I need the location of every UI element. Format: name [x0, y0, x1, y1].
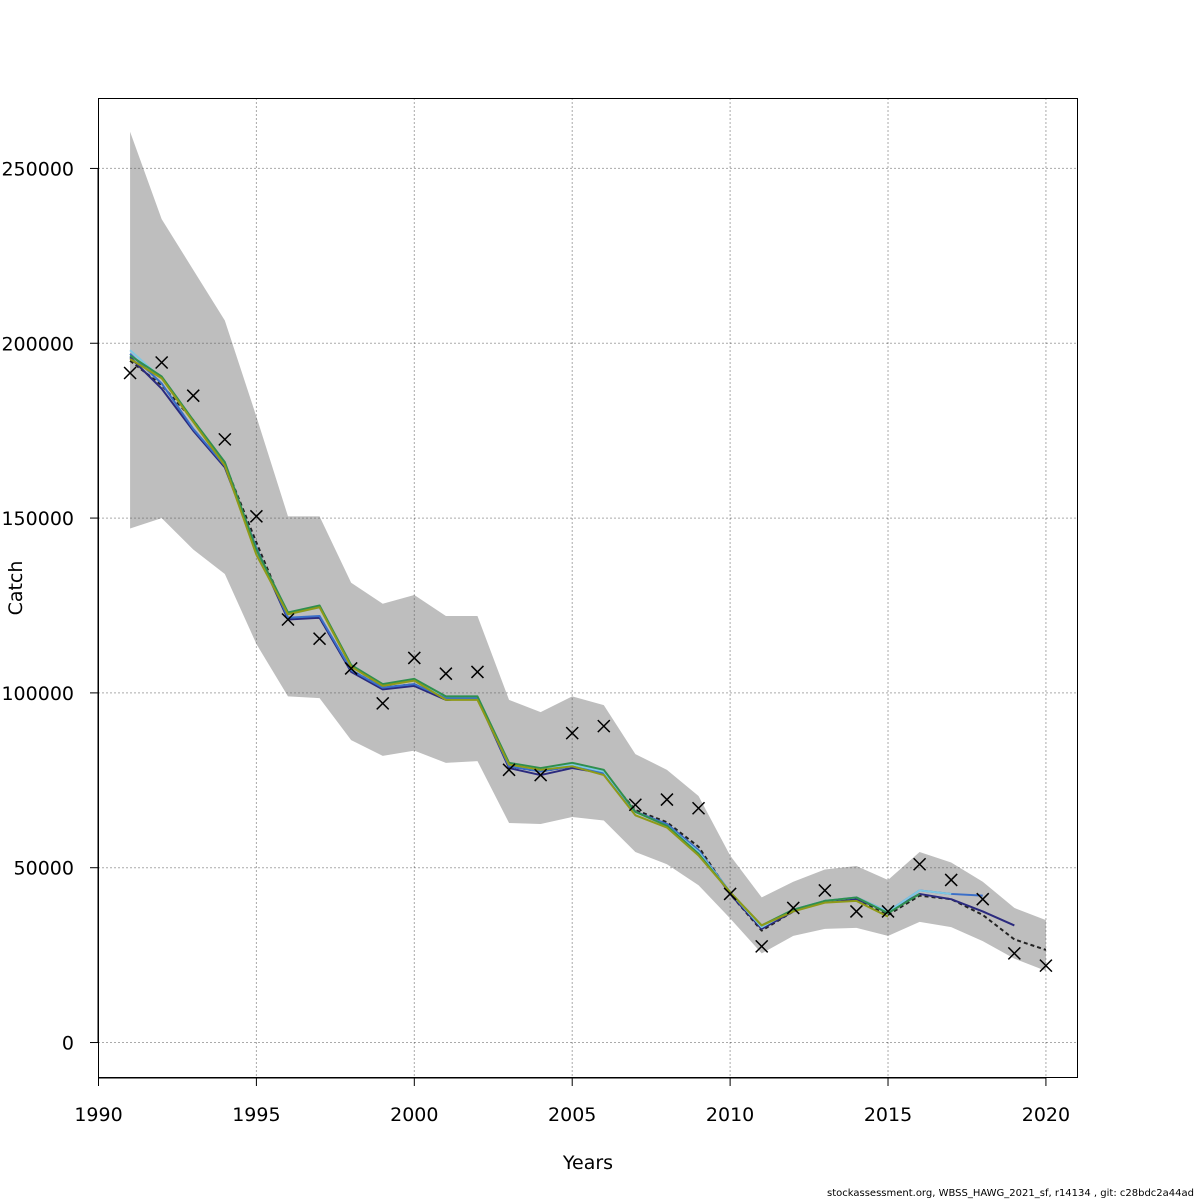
- footer-credit: stockassessment.org, WBSS_HAWG_2021_sf, …: [827, 1188, 1194, 1199]
- x-tick-label: 2005: [548, 1104, 596, 1126]
- y-tick-label: 200000: [1, 333, 74, 355]
- observed-point: [281, 612, 295, 626]
- observed-point: [439, 667, 453, 681]
- x-tick-label: 1990: [74, 1104, 122, 1126]
- observed-point: [628, 798, 642, 812]
- observed-point: [1039, 959, 1053, 973]
- x-tick-label: 2010: [706, 1104, 754, 1126]
- observed-point: [1007, 946, 1021, 960]
- observed-point: [913, 857, 927, 871]
- observed-point: [976, 892, 990, 906]
- y-tick-label: 0: [62, 1033, 74, 1055]
- x-axis-title: Years: [562, 1152, 613, 1174]
- y-tick-label: 100000: [1, 683, 74, 705]
- y-tick-label: 150000: [1, 508, 74, 530]
- observed-point: [723, 887, 737, 901]
- x-tick-label: 2020: [1022, 1104, 1070, 1126]
- x-tick-label: 2015: [864, 1104, 912, 1126]
- observed-point: [218, 432, 232, 446]
- observed-point: [786, 901, 800, 915]
- observed-point: [849, 904, 863, 918]
- observed-point: [565, 726, 579, 740]
- confidence-band: [130, 131, 1046, 971]
- observed-point: [597, 719, 611, 733]
- series-line-6: [129, 358, 889, 927]
- observed-point: [407, 651, 421, 665]
- observed-point: [344, 661, 358, 675]
- observed-point: [692, 801, 706, 815]
- observed-point: [534, 768, 548, 782]
- observed-point: [123, 366, 137, 380]
- axis-layer: 1990 1995 2000 2005 2010 2015 2020 0 50000 100000…: [1, 158, 1070, 1126]
- observed-point: [155, 355, 169, 370]
- observed-point: [660, 793, 674, 807]
- observed-point: [755, 939, 769, 953]
- observed-point: [502, 763, 516, 777]
- y-axis-title: Catch: [5, 561, 27, 616]
- observed-point: [944, 873, 958, 887]
- y-tick-label: 250000: [1, 158, 74, 180]
- observed-point: [249, 509, 263, 523]
- observed-point: [313, 632, 327, 646]
- observed-point: [470, 665, 484, 679]
- x-tick-label: 2000: [390, 1104, 438, 1126]
- x-tick-label: 1995: [232, 1104, 280, 1126]
- observed-point: [818, 883, 832, 897]
- observed-point: [881, 904, 895, 918]
- observed-point: [186, 389, 200, 403]
- y-tick-label: 50000: [14, 858, 74, 880]
- confidence-band-layer: [130, 131, 1046, 971]
- observed-marker-layer: [123, 355, 1053, 973]
- observed-point: [376, 696, 390, 710]
